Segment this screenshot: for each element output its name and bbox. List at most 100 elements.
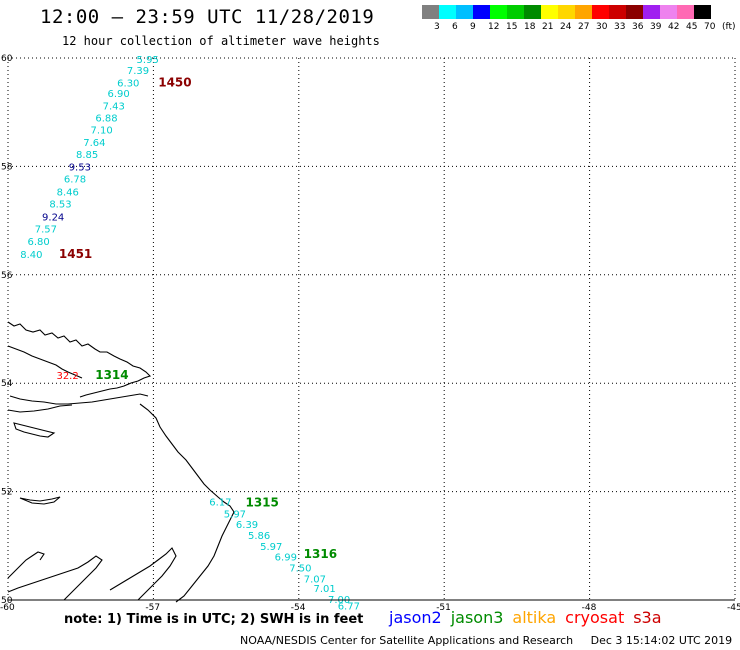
labrador-coast-inner [7, 345, 83, 379]
colorbar-tick-label: 24 [560, 22, 572, 32]
wave-height-value: 7.50 [289, 563, 311, 574]
lon-tick-label: -45 [727, 603, 740, 613]
colorbar-tick-label: 33 [614, 22, 626, 32]
footer-timestamp: Dec 3 15:14:02 UTC 2019 [590, 634, 733, 647]
southern-labrador-coast [139, 403, 235, 603]
footer: NOAA/NESDIS Center for Satellite Applica… [240, 634, 732, 647]
colorbar-swatch [490, 5, 507, 19]
wave-height-value: 6.78 [64, 174, 86, 185]
wave-height-value: 7.07 [304, 574, 326, 585]
wave-height-value: 7.01 [313, 584, 335, 595]
wave-height-value: 6.90 [107, 89, 129, 100]
colorbar-tick-label: 39 [650, 22, 662, 32]
note-text: note: 1) Time is in UTC; 2) SWH is in fe… [64, 612, 364, 627]
wave-height-value: 9.53 [69, 162, 91, 173]
page-title: 12:00 – 23:59 UTC 11/28/2019 [40, 6, 375, 28]
lat-tick-label: 52 [1, 488, 12, 498]
colorbar-tick-label: 27 [578, 22, 590, 32]
wave-height-value: 5.95 [137, 55, 159, 66]
satellite-legend-cryosat: cryosat [565, 608, 625, 627]
islands-south [7, 551, 45, 579]
wave-height-value: 6.88 [95, 114, 117, 125]
satellite-legend-s3a: s3a [633, 608, 662, 627]
colorbar-tick-label: 21 [542, 22, 554, 32]
wave-height-value: 8.40 [20, 250, 42, 261]
island-2 [19, 496, 61, 505]
colorbar-tick-label: 12 [488, 22, 500, 32]
colorbar-swatch [439, 5, 456, 19]
colorbar-swatch [558, 5, 575, 19]
newfoundland-west [7, 555, 103, 601]
wave-height-value: 6.99 [275, 553, 297, 564]
lat-lon-grid: 60 58 56 54 52 50-60 -57 -54 -51 -48 -45 [0, 54, 740, 613]
colorbar-tick-label: 18 [524, 22, 536, 32]
wave-height-value: 6.39 [236, 520, 258, 531]
colorbar-swatch [592, 5, 609, 19]
colorbar-swatch [575, 5, 592, 19]
colorbar-tick-label: 70 [704, 22, 716, 32]
wave-height-value: 8.53 [49, 199, 71, 210]
wave-height-value: 5.97 [260, 542, 282, 553]
colorbar-swatch [541, 5, 558, 19]
coastline [7, 321, 235, 603]
lat-tick-label: 56 [1, 271, 13, 281]
colorbar-tick-label: 3 [434, 22, 440, 32]
lon-tick-label: -48 [582, 603, 597, 613]
page-subtitle: 12 hour collection of altimeter wave hei… [62, 34, 380, 48]
lat-tick-label: 54 [1, 379, 13, 389]
colorbar-swatch [473, 5, 490, 19]
colorbar-tick-label: 15 [506, 22, 518, 32]
labrador-coast-north [7, 321, 152, 398]
wave-height-value: 7.64 [83, 138, 105, 149]
lon-tick-label: -60 [0, 603, 15, 613]
pass-time-label: 1450 [158, 75, 191, 89]
lat-tick-label: 58 [1, 162, 13, 172]
colorbar-swatch [456, 5, 473, 19]
colorbar-tick-label: 45 [686, 22, 698, 32]
colorbar-swatches [422, 5, 728, 19]
footer-agency: NOAA/NESDIS Center for Satellite Applica… [240, 634, 574, 647]
satellite-legend-jason3: jason3 [450, 608, 504, 627]
wave-height-value: 8.85 [76, 150, 98, 161]
pass-time-label: 1316 [304, 547, 337, 561]
satellite-tracks: 5.957.396.306.90 7.436.887.107.648.859.53… [20, 55, 360, 612]
wave-height-value: 9.24 [42, 212, 64, 223]
overlap-value-label: 32.2 [56, 371, 78, 382]
lon-tick-label: -51 [436, 603, 451, 613]
newfoundland-north [109, 547, 177, 601]
colorbar-swatch [609, 5, 626, 19]
wave-height-value: 7.39 [127, 66, 149, 77]
hamilton-inlet [9, 393, 149, 405]
colorbar-swatch [643, 5, 660, 19]
pass-time-label: 1314 [95, 368, 128, 382]
colorbar-tick-label: 9 [470, 22, 476, 32]
colorbar-tick-label: 6 [452, 22, 458, 32]
colorbar-tick-label: 36 [632, 22, 644, 32]
colorbar-legend: 3 6 9 12 15 18 21 24 27 30 33 36 39 42 45 70 (ft) [422, 5, 736, 37]
wave-height-value: 5.86 [248, 531, 270, 542]
lat-tick-label: 50 [1, 596, 13, 606]
island-1 [13, 422, 56, 438]
lon-tick-label: -54 [291, 603, 306, 613]
wave-height-value: 6.30 [117, 78, 139, 89]
wave-height-value: 5.97 [224, 509, 246, 520]
lat-tick-label: 60 [1, 54, 13, 64]
colorbar-swatch [677, 5, 694, 19]
colorbar-tick-label: (ft) [722, 22, 736, 32]
wave-height-value: 7.10 [91, 126, 113, 137]
satellite-legend-altika: altika [512, 608, 557, 627]
colorbar-swatch [660, 5, 677, 19]
satellite-legend-jason2: jason2 [389, 608, 442, 627]
wave-height-value: 6.17 [209, 497, 231, 508]
pass-time-label: 1315 [245, 495, 278, 509]
colorbar-swatch [694, 5, 711, 19]
lon-tick-label: -57 [145, 603, 160, 613]
wave-height-value: 6.80 [28, 237, 50, 248]
colorbar-swatch [422, 5, 439, 19]
wave-height-value: 8.46 [57, 187, 79, 198]
wave-height-value: 7.57 [35, 225, 57, 236]
colorbar-tick-label: 42 [668, 22, 680, 32]
colorbar-swatch [524, 5, 541, 19]
